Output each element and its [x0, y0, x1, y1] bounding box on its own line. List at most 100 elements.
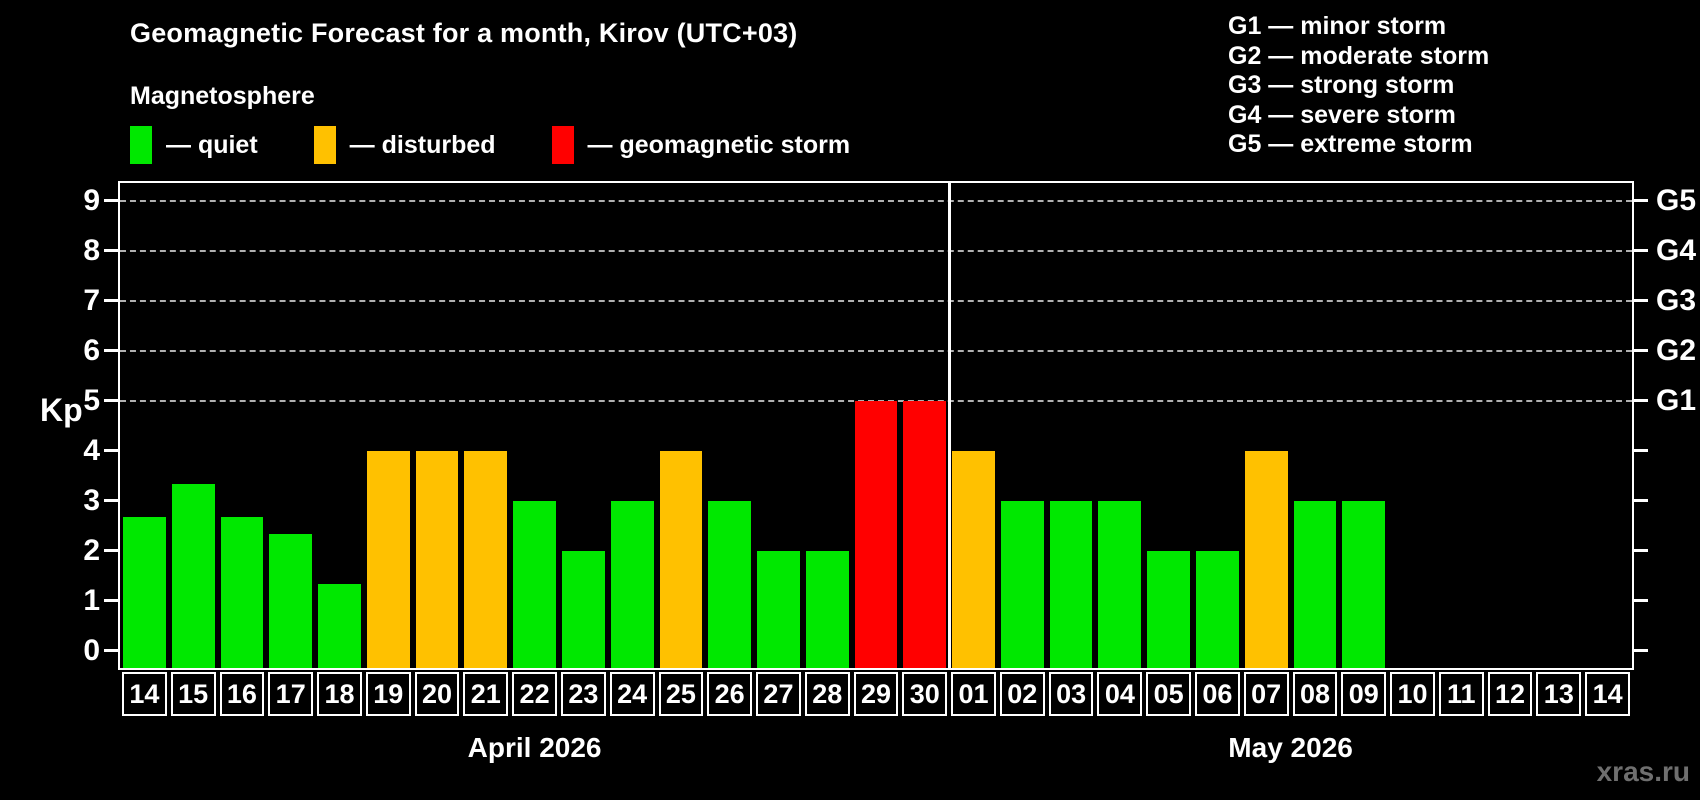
storm-scale-g1: G1 — minor storm [1228, 12, 1447, 40]
month-divider-line [947, 183, 951, 668]
kp-bar-day-18 [318, 584, 361, 668]
watermark: xras.ru [1596, 756, 1690, 787]
kp-bar-day-23 [561, 550, 605, 668]
kp-bar-day-08 [1293, 500, 1337, 668]
right-tick-kp8 [1634, 249, 1648, 252]
magnetosphere-label: Magnetosphere [130, 82, 315, 110]
date-cell-26: 26 [707, 672, 753, 716]
legend-item-storm: — geomagnetic storm [551, 126, 851, 164]
date-cell-18: 18 [317, 672, 362, 716]
left-tick-kp3 [104, 499, 118, 502]
legend-item-label: — quiet [166, 130, 258, 159]
date-cell-04: 04 [1097, 672, 1143, 716]
y-axis-title: Kp [40, 392, 83, 428]
date-cell-02: 02 [999, 672, 1045, 716]
kp-bar-day-28 [805, 550, 849, 668]
kp-bar-day-02 [1000, 500, 1044, 668]
storm-scale-g2: G2 — moderate storm [1228, 41, 1490, 70]
date-cell-01: 01 [951, 672, 996, 716]
kp-bar-day-30 [903, 400, 947, 668]
storm-scale-g3: G3 — strong storm [1228, 71, 1455, 99]
date-cell-25: 25 [658, 672, 704, 716]
y-tick-label-4: 4 [83, 433, 100, 467]
g-scale-label-g3: G3 [1656, 283, 1697, 317]
date-cell-24: 24 [609, 672, 655, 716]
legend-item-label: — disturbed [349, 130, 496, 159]
legend-item-label: — geomagnetic storm [587, 130, 851, 159]
date-cell-16: 16 [219, 672, 265, 716]
legend-item-disturbed: — disturbed [313, 126, 496, 164]
date-cell-28: 28 [804, 672, 850, 716]
date-cell-20: 20 [414, 672, 460, 716]
month-label-may: May 2026 [1228, 732, 1353, 763]
date-cell-21: 21 [463, 672, 509, 716]
y-tick-label-8: 8 [83, 233, 100, 267]
right-tick-kp2 [1634, 549, 1648, 552]
quiet-swatch-icon [130, 126, 152, 164]
right-tick-kp7 [1634, 299, 1648, 302]
month-label-april: April 2026 [467, 732, 602, 763]
kp-bar-day-03 [1049, 500, 1093, 668]
y-tick-label-7: 7 [83, 283, 100, 317]
date-cell-29: 29 [853, 672, 899, 716]
y-tick-label-2: 2 [83, 533, 100, 567]
date-cell-08: 08 [1292, 672, 1338, 716]
legend-item-quiet: — quiet [130, 126, 258, 164]
y-tick-label-5: 5 [83, 383, 100, 417]
date-cell-30: 30 [902, 672, 948, 716]
g-scale-label-g5: G5 [1656, 183, 1697, 217]
kp-bar-day-06 [1196, 550, 1239, 668]
g-scale-label-g4: G4 [1656, 233, 1697, 267]
date-cell-27: 27 [756, 672, 801, 716]
kp-bar-day-07 [1244, 450, 1288, 668]
date-cell-17: 17 [268, 672, 314, 716]
date-cell-14: 14 [1585, 672, 1630, 716]
gridline-kp9 [120, 199, 1632, 202]
gridline-kp6 [120, 349, 1632, 352]
kp-bar-day-21 [464, 450, 508, 668]
kp-bar-day-20 [415, 450, 459, 668]
date-cell-11: 11 [1438, 672, 1484, 716]
storm-scale-g4: G4 — severe storm [1228, 100, 1456, 129]
gridline-kp7 [120, 299, 1632, 302]
date-cell-03: 03 [1048, 672, 1094, 716]
kp-bar-day-24 [610, 500, 654, 668]
right-tick-kp0 [1634, 649, 1648, 652]
right-tick-kp4 [1634, 449, 1648, 452]
kp-bar-day-15 [171, 484, 215, 668]
disturbed-swatch-icon [313, 126, 336, 164]
storm-swatch-icon [551, 126, 574, 164]
right-tick-kp3 [1634, 499, 1648, 502]
storm-scale-g5: G5 — extreme storm [1228, 130, 1473, 158]
left-tick-kp5 [104, 399, 118, 402]
g-scale-label-g2: G2 [1656, 333, 1697, 367]
date-cell-13: 13 [1536, 672, 1582, 716]
left-tick-kp7 [104, 299, 118, 302]
date-axis: 14 15 16 17 18 19 20 21 22 23 24 25 26 27 28 29 30 01 02 03… [120, 672, 1632, 718]
date-cell-23: 23 [560, 672, 606, 716]
left-tick-kp8 [104, 249, 118, 252]
kp-bar-day-05 [1147, 550, 1191, 668]
date-cell-09: 09 [1341, 672, 1387, 716]
gridline-kp8 [120, 249, 1632, 252]
magnetosphere-legend: — quiet — disturbed — geomagnetic storm [130, 124, 906, 166]
storm-scale-legend: G1 — minor storm G2 — moderate storm G3 … [1228, 12, 1489, 160]
left-tick-kp2 [104, 549, 118, 552]
right-tick-kp5 [1634, 399, 1648, 402]
right-tick-kp6 [1634, 349, 1648, 352]
right-tick-kp1 [1634, 599, 1648, 602]
right-tick-kp9 [1634, 199, 1648, 202]
g-scale-label-g1: G1 [1656, 383, 1697, 417]
date-cell-06: 06 [1195, 672, 1240, 716]
kp-bar-day-22 [513, 500, 556, 668]
y-tick-label-6: 6 [83, 333, 100, 367]
date-cell-10: 10 [1390, 672, 1435, 716]
date-cell-12: 12 [1487, 672, 1533, 716]
left-tick-kp0 [104, 649, 118, 652]
date-cell-07: 07 [1243, 672, 1289, 716]
left-tick-kp6 [104, 349, 118, 352]
kp-bar-day-25 [659, 450, 703, 668]
date-cell-14: 14 [122, 672, 167, 716]
plot-area [118, 181, 1634, 670]
